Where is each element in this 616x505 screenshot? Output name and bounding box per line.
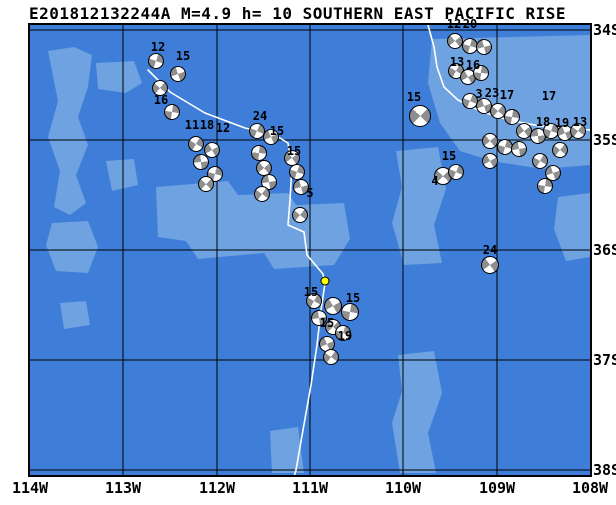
depth-label: 19	[554, 116, 570, 130]
depth-label: 12	[446, 17, 462, 31]
y-axis-label: 34S	[593, 21, 616, 39]
depth-label: 15	[319, 316, 335, 330]
plate-boundary-line	[147, 69, 326, 475]
depth-label: 24	[482, 243, 498, 257]
depth-label: 13	[449, 55, 465, 69]
y-axis-label: 38S	[593, 461, 616, 479]
depth-label: 23	[484, 86, 500, 100]
depth-label: 12	[150, 40, 166, 54]
depth-label: 18	[199, 118, 215, 132]
plot-title: E201812132244A M=4.9 h= 10 SOUTHERN EAST…	[29, 4, 567, 23]
depth-label: 15	[303, 285, 319, 299]
y-axis-label: 37S	[593, 351, 616, 369]
depth-label: 12	[215, 121, 231, 135]
depth-label: 16	[465, 58, 481, 72]
depth-label: 15	[406, 90, 422, 104]
depth-label: 17	[541, 89, 557, 103]
map-area: 12 15 16 11 18 12 24 15 15 5 15 15 15 19 12 20 13 16 15 3 23…	[28, 18, 592, 477]
x-axis-label: 114W	[11, 479, 49, 497]
bathymetry-patches	[46, 35, 590, 473]
depth-label: 15	[175, 49, 191, 63]
x-axis-label: 113W	[104, 479, 142, 497]
x-axis-label: 108W	[571, 479, 609, 497]
y-axis-label: 35S	[593, 131, 616, 149]
grid-lines	[30, 25, 590, 475]
depth-label: 5	[306, 186, 314, 200]
epicenter-marker	[320, 276, 330, 286]
depth-label: 13	[572, 115, 588, 129]
depth-label: 19	[337, 329, 353, 343]
depth-label: 15	[286, 144, 302, 158]
depth-label: 15	[269, 124, 285, 138]
map-graphics	[30, 25, 590, 475]
depth-label: 17	[499, 88, 515, 102]
depth-label: 4	[431, 174, 439, 188]
depth-labels-layer: 12 15 16 11 18 12 24 15 15 5 15 15 15 19 12 20 13 16 15 3 23…	[30, 18, 590, 475]
depth-label: 3	[475, 87, 483, 101]
depth-label: 15	[441, 149, 457, 163]
depth-label: 24	[252, 109, 268, 123]
depth-label: 11	[184, 118, 200, 132]
depth-label: 16	[153, 93, 169, 107]
depth-label: 18	[535, 115, 551, 129]
x-axis-label: 110W	[384, 479, 422, 497]
x-axis-label: 111W	[291, 479, 329, 497]
y-axis-label: 36S	[593, 241, 616, 259]
x-axis-label: 109W	[478, 479, 516, 497]
depth-label: 20	[462, 17, 478, 31]
depth-label: 15	[345, 291, 361, 305]
x-axis-label: 112W	[198, 479, 236, 497]
